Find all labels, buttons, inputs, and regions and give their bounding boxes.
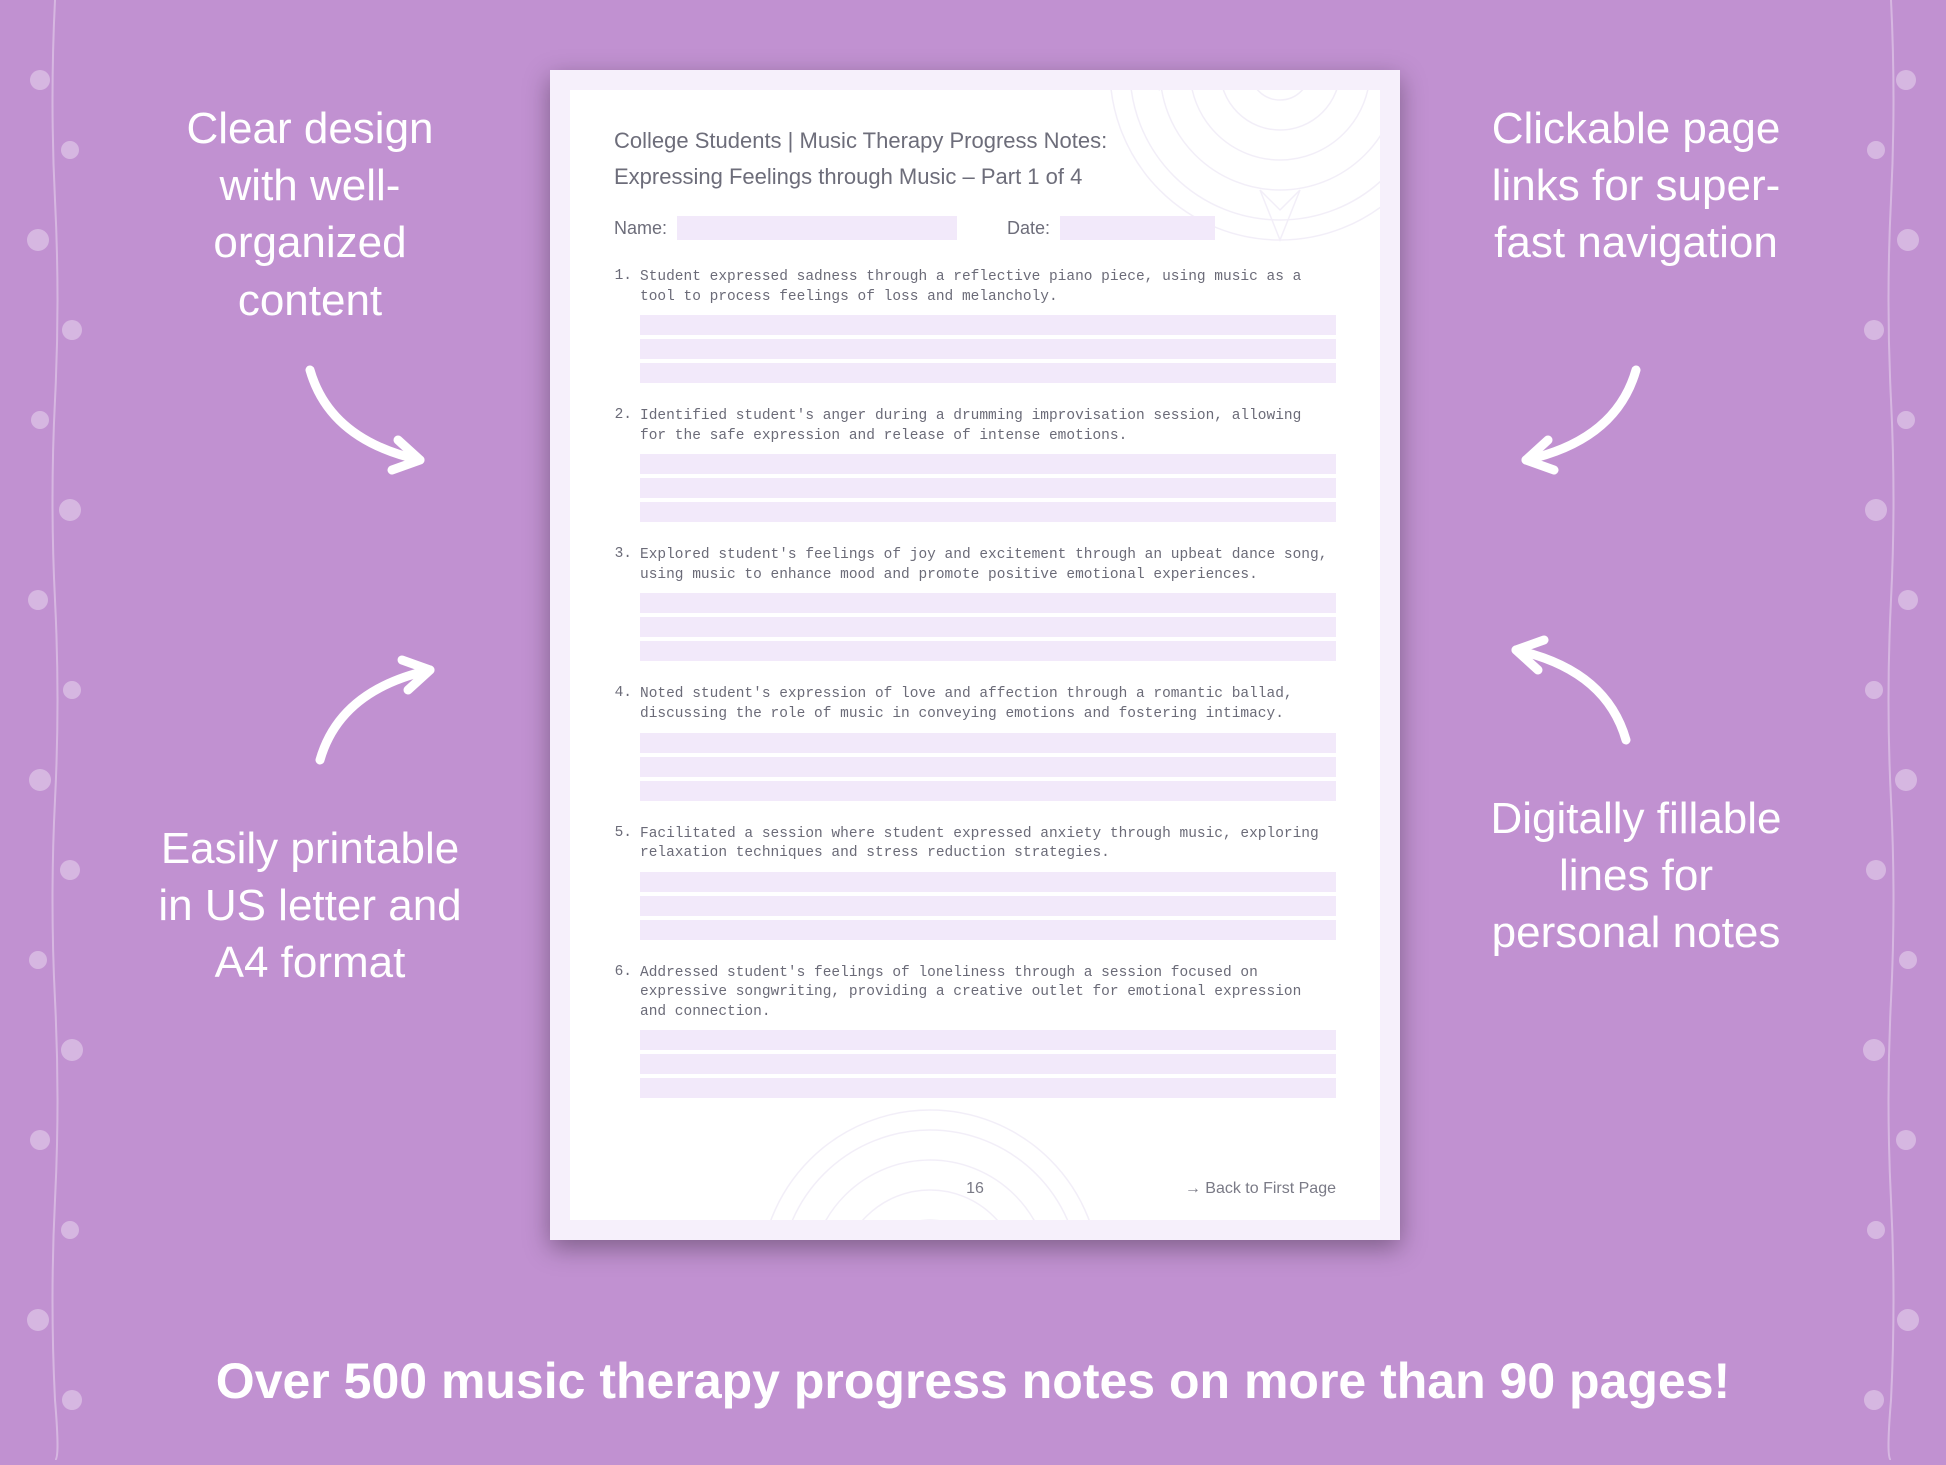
date-input[interactable] [1060, 216, 1215, 240]
item-text: Facilitated a session where student expr… [640, 825, 1336, 864]
note-item: 4.Noted student's expression of love and… [614, 685, 1336, 800]
item-text: Noted student's expression of love and a… [640, 685, 1336, 724]
arrow-icon [290, 350, 450, 490]
fillable-line[interactable] [640, 733, 1336, 753]
callout-top-left: Clear design with well-organized content [150, 100, 470, 329]
page-number: 16 [966, 1180, 984, 1198]
fillable-lines[interactable] [640, 872, 1336, 940]
back-to-first-link[interactable]: → Back to First Page [1185, 1180, 1336, 1198]
fillable-line[interactable] [640, 339, 1336, 359]
note-item: 5.Facilitated a session where student ex… [614, 825, 1336, 940]
item-number: 6. [614, 964, 632, 1023]
mandala-decoration [750, 1100, 1110, 1220]
callout-bottom-right: Digitally fillable lines for personal no… [1476, 790, 1796, 962]
items-list: 1.Student expressed sadness through a re… [614, 268, 1336, 1098]
floral-border-left [0, 0, 110, 1460]
name-label: Name: [614, 218, 667, 239]
document-subtitle: Expressing Feelings through Music – Part… [614, 164, 1336, 190]
note-item: 6.Addressed student's feelings of loneli… [614, 964, 1336, 1099]
item-number: 5. [614, 825, 632, 864]
arrow-icon [300, 640, 460, 780]
fillable-line[interactable] [640, 757, 1336, 777]
item-number: 2. [614, 407, 632, 446]
note-item: 1.Student expressed sadness through a re… [614, 268, 1336, 383]
fillable-line[interactable] [640, 920, 1336, 940]
document-page: College Students | Music Therapy Progres… [550, 70, 1400, 1240]
note-item: 3.Explored student's feelings of joy and… [614, 546, 1336, 661]
item-number: 4. [614, 685, 632, 724]
item-number: 1. [614, 268, 632, 307]
document-inner: College Students | Music Therapy Progres… [570, 90, 1380, 1220]
fillable-line[interactable] [640, 641, 1336, 661]
page-footer: 16 → Back to First Page [614, 1180, 1336, 1198]
fillable-lines[interactable] [640, 733, 1336, 801]
fillable-line[interactable] [640, 363, 1336, 383]
fillable-line[interactable] [640, 896, 1336, 916]
fillable-line[interactable] [640, 872, 1336, 892]
arrow-icon [1486, 620, 1646, 760]
fillable-line[interactable] [640, 502, 1336, 522]
fillable-lines[interactable] [640, 593, 1336, 661]
fillable-line[interactable] [640, 454, 1336, 474]
fillable-line[interactable] [640, 315, 1336, 335]
fillable-lines[interactable] [640, 1030, 1336, 1098]
fillable-line[interactable] [640, 1030, 1336, 1050]
callout-top-right: Clickable page links for super-fast navi… [1476, 100, 1796, 272]
item-text: Identified student's anger during a drum… [640, 407, 1336, 446]
arrow-icon [1496, 350, 1656, 490]
field-row: Name: Date: [614, 216, 1336, 240]
fillable-line[interactable] [640, 781, 1336, 801]
item-text: Addressed student's feelings of loneline… [640, 964, 1336, 1023]
note-item: 2.Identified student's anger during a dr… [614, 407, 1336, 522]
document-title: College Students | Music Therapy Progres… [614, 128, 1336, 154]
callout-bottom-left: Easily printable in US letter and A4 for… [150, 820, 470, 992]
item-text: Student expressed sadness through a refl… [640, 268, 1336, 307]
bottom-banner: Over 500 music therapy progress notes on… [0, 1352, 1946, 1410]
fillable-line[interactable] [640, 1078, 1336, 1098]
fillable-lines[interactable] [640, 315, 1336, 383]
item-text: Explored student's feelings of joy and e… [640, 546, 1336, 585]
fillable-line[interactable] [640, 593, 1336, 613]
fillable-line[interactable] [640, 478, 1336, 498]
floral-border-right [1836, 0, 1946, 1460]
date-label: Date: [1007, 218, 1050, 239]
fillable-line[interactable] [640, 617, 1336, 637]
fillable-line[interactable] [640, 1054, 1336, 1074]
item-number: 3. [614, 546, 632, 585]
fillable-lines[interactable] [640, 454, 1336, 522]
name-input[interactable] [677, 216, 957, 240]
